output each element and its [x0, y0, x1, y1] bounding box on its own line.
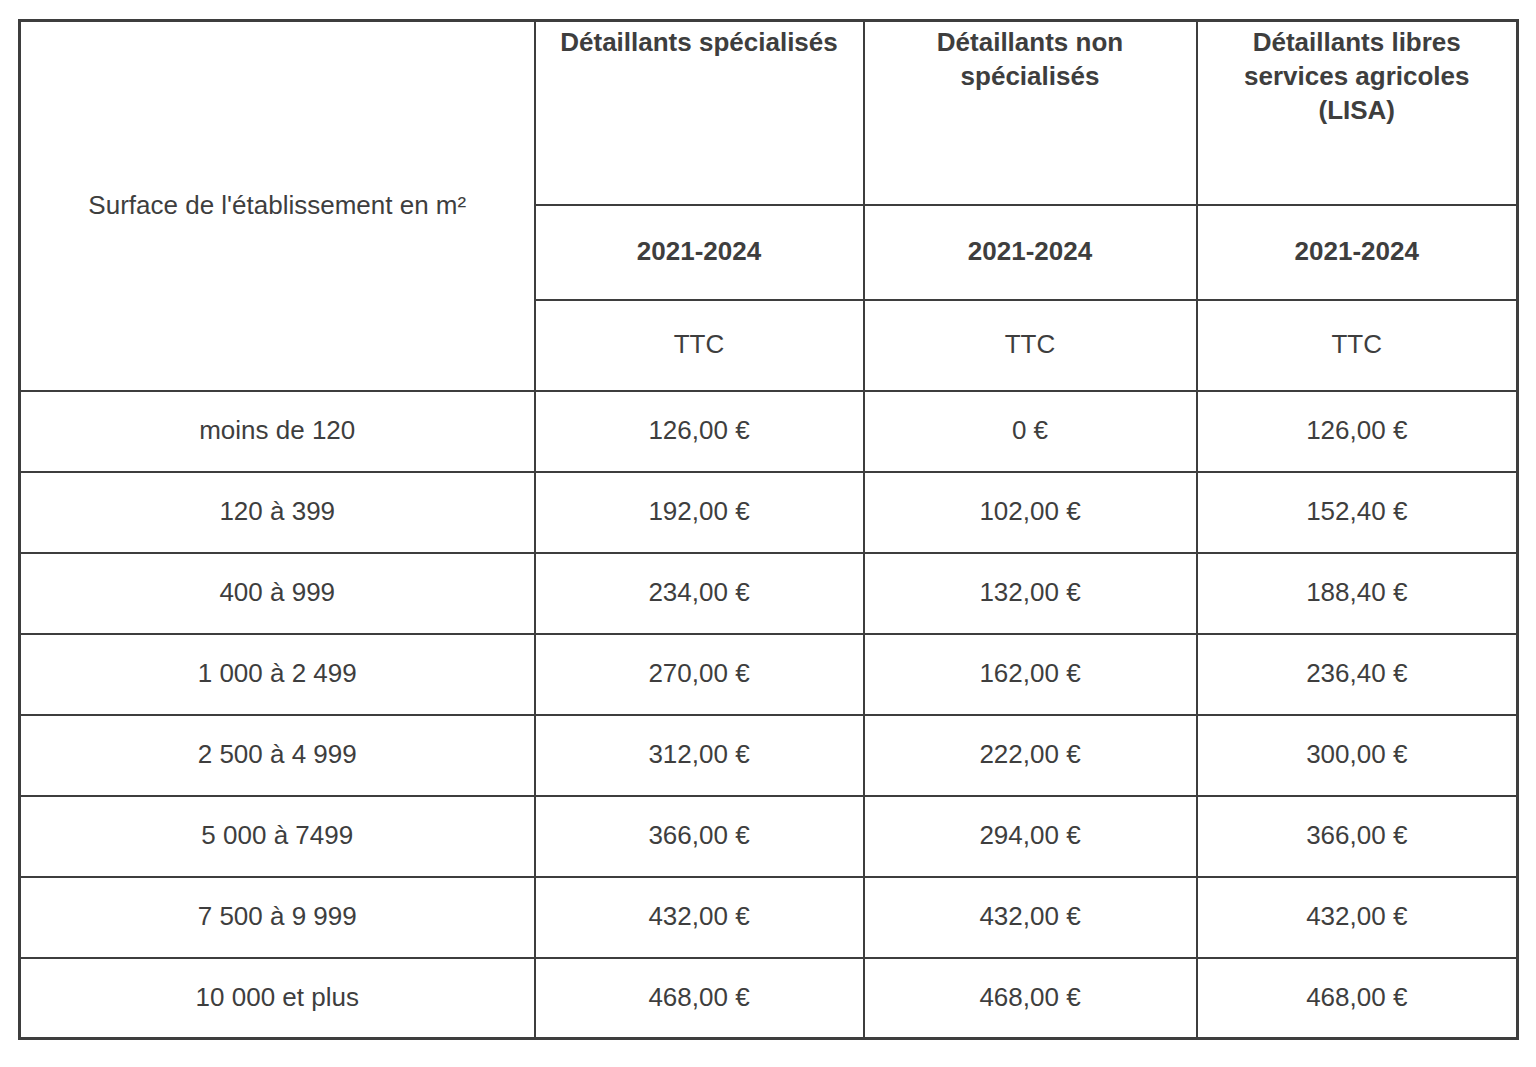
table-row: 10 000 et plus468,00 €468,00 €468,00 €: [20, 958, 1518, 1039]
row-value: 432,00 €: [1197, 877, 1518, 958]
row-value: 432,00 €: [535, 877, 864, 958]
row-label: 1 000 à 2 499: [20, 634, 535, 715]
tax-label: TTC: [535, 300, 864, 391]
column-title-detaillants-specialises: Détaillants spécialisés: [535, 21, 864, 205]
row-value: 234,00 €: [535, 553, 864, 634]
table-row: 2 500 à 4 999312,00 €222,00 €300,00 €: [20, 715, 1518, 796]
tax-label: TTC: [864, 300, 1197, 391]
period-label: 2021-2024: [864, 205, 1197, 300]
column-title-detaillants-lisa: Détaillants libres services agricoles (L…: [1197, 21, 1518, 205]
table-row: 1 000 à 2 499270,00 €162,00 €236,40 €: [20, 634, 1518, 715]
header-row-titles: Surface de l'établissement en m² Détaill…: [20, 21, 1518, 205]
row-value: 152,40 €: [1197, 472, 1518, 553]
row-value: 126,00 €: [535, 391, 864, 472]
row-value: 468,00 €: [1197, 958, 1518, 1039]
row-label: 10 000 et plus: [20, 958, 535, 1039]
row-label: 120 à 399: [20, 472, 535, 553]
row-value: 236,40 €: [1197, 634, 1518, 715]
row-value: 102,00 €: [864, 472, 1197, 553]
row-value: 126,00 €: [1197, 391, 1518, 472]
table-row: 120 à 399192,00 €102,00 €152,40 €: [20, 472, 1518, 553]
row-label: 2 500 à 4 999: [20, 715, 535, 796]
row-value: 468,00 €: [864, 958, 1197, 1039]
row-value: 468,00 €: [535, 958, 864, 1039]
period-label: 2021-2024: [1197, 205, 1518, 300]
row-label: 7 500 à 9 999: [20, 877, 535, 958]
page: Surface de l'établissement en m² Détaill…: [0, 0, 1536, 1067]
table-row: 7 500 à 9 999432,00 €432,00 €432,00 €: [20, 877, 1518, 958]
pricing-table: Surface de l'établissement en m² Détaill…: [18, 19, 1519, 1040]
row-value: 294,00 €: [864, 796, 1197, 877]
row-value: 192,00 €: [535, 472, 864, 553]
row-value: 432,00 €: [864, 877, 1197, 958]
row-value: 300,00 €: [1197, 715, 1518, 796]
tax-label: TTC: [1197, 300, 1518, 391]
row-value: 0 €: [864, 391, 1197, 472]
row-label: 400 à 999: [20, 553, 535, 634]
table-row: 5 000 à 7499366,00 €294,00 €366,00 €: [20, 796, 1518, 877]
row-value: 270,00 €: [535, 634, 864, 715]
row-value: 188,40 €: [1197, 553, 1518, 634]
row-value: 366,00 €: [535, 796, 864, 877]
row-value: 162,00 €: [864, 634, 1197, 715]
row-label: moins de 120: [20, 391, 535, 472]
row-value: 366,00 €: [1197, 796, 1518, 877]
corner-header: Surface de l'établissement en m²: [20, 21, 535, 391]
row-value: 312,00 €: [535, 715, 864, 796]
table-row: moins de 120126,00 €0 €126,00 €: [20, 391, 1518, 472]
row-value: 222,00 €: [864, 715, 1197, 796]
column-title-detaillants-non-specialises: Détaillants non spécialisés: [864, 21, 1197, 205]
period-label: 2021-2024: [535, 205, 864, 300]
row-label: 5 000 à 7499: [20, 796, 535, 877]
row-value: 132,00 €: [864, 553, 1197, 634]
table-row: 400 à 999234,00 €132,00 €188,40 €: [20, 553, 1518, 634]
